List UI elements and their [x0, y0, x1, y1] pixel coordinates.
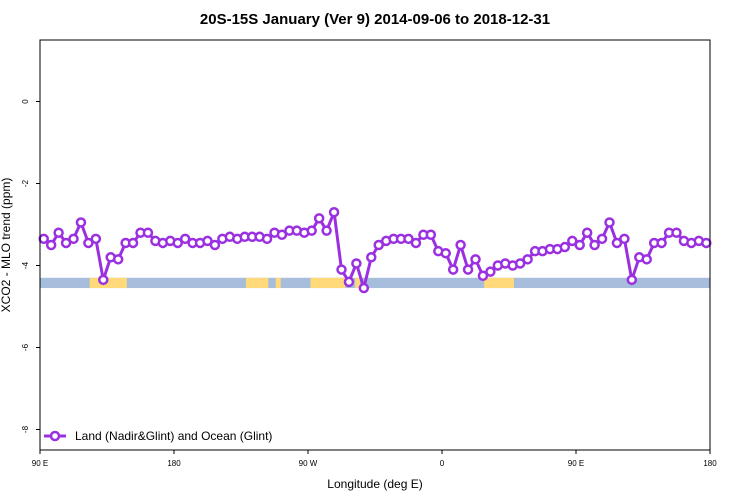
data-point — [596, 233, 608, 245]
data-point — [462, 264, 474, 275]
data-point — [671, 227, 682, 238]
data-point — [142, 227, 154, 238]
data-point — [447, 264, 459, 275]
data-point — [75, 217, 87, 228]
series-points — [38, 206, 712, 294]
data-point — [656, 237, 667, 249]
data-point — [470, 254, 481, 265]
data-point — [567, 235, 578, 247]
data-point — [45, 239, 57, 251]
data-point — [321, 225, 332, 236]
data-point — [641, 254, 652, 265]
y-axis-ticks: 0 -2 -4 -6 -8 — [21, 99, 40, 433]
data-point — [98, 274, 109, 286]
y-tick-label: -6 — [21, 343, 30, 351]
data-point — [343, 276, 355, 288]
data-point — [373, 239, 384, 251]
land-segment — [275, 277, 281, 289]
ocean-band — [40, 277, 710, 289]
data-point — [626, 274, 638, 286]
data-point — [127, 237, 139, 249]
data-point — [83, 237, 94, 249]
data-point — [701, 237, 712, 249]
data-point — [202, 235, 213, 247]
data-point — [611, 237, 623, 249]
data-point — [172, 237, 183, 249]
data-point — [53, 227, 64, 238]
data-point — [604, 217, 615, 228]
data-point — [514, 258, 526, 269]
data-point — [328, 206, 340, 218]
data-point — [425, 229, 437, 240]
data-point — [559, 241, 571, 253]
data-point — [477, 270, 489, 281]
legend-marker-swatch — [49, 430, 61, 442]
x-tick-label: 90 W — [299, 459, 318, 468]
surface-band — [40, 277, 710, 289]
x-tick-label: 90 E — [568, 459, 584, 468]
data-point — [90, 233, 102, 245]
legend: Land (Nadir&Glint) and Ocean (Glint) — [44, 429, 272, 443]
data-point — [38, 233, 49, 245]
data-point — [351, 258, 362, 269]
data-point — [619, 233, 630, 245]
y-tick-label: -2 — [21, 179, 30, 187]
land-segment — [355, 277, 361, 289]
data-point — [179, 233, 191, 245]
y-axis-label: XCO2 - MLO trend (ppm) — [0, 178, 13, 313]
chart-title: 20S-15S January (Ver 9) 2014-09-06 to 20… — [200, 11, 550, 28]
x-tick-label: 180 — [703, 459, 717, 468]
legend-entry-label: Land (Nadir&Glint) and Ocean (Glint) — [75, 429, 272, 443]
data-point — [440, 247, 451, 259]
y-tick-label: -8 — [21, 425, 30, 433]
data-point — [68, 233, 79, 245]
data-point — [403, 233, 414, 245]
data-point — [485, 266, 496, 277]
data-point — [276, 229, 288, 240]
land-segment — [89, 277, 127, 289]
data-point — [336, 264, 347, 275]
data-point — [589, 239, 600, 251]
x-tick-label: 0 — [440, 459, 445, 468]
x-axis-label: Longitude (deg E) — [327, 477, 422, 491]
data-point — [60, 237, 72, 249]
data-point — [455, 239, 466, 251]
plot-frame — [39, 39, 711, 451]
data-point — [261, 233, 273, 245]
data-point — [209, 239, 221, 251]
x-tick-label: 180 — [167, 459, 181, 468]
data-point — [313, 213, 325, 224]
x-axis-ticks: 90 E 180 90 W 0 90 E 180 — [32, 450, 717, 468]
y-tick-label: -4 — [21, 261, 30, 269]
data-point — [358, 282, 370, 294]
land-segment — [310, 277, 346, 289]
data-point — [581, 227, 593, 238]
data-point — [574, 239, 585, 251]
data-point — [366, 252, 377, 263]
land-segment — [245, 277, 269, 289]
x-tick-label: 90 E — [32, 459, 48, 468]
data-point — [306, 225, 317, 236]
data-point — [112, 254, 124, 265]
data-point — [410, 237, 422, 249]
data-point — [522, 254, 533, 265]
land-segment — [484, 277, 514, 289]
y-tick-label: 0 — [21, 99, 30, 104]
